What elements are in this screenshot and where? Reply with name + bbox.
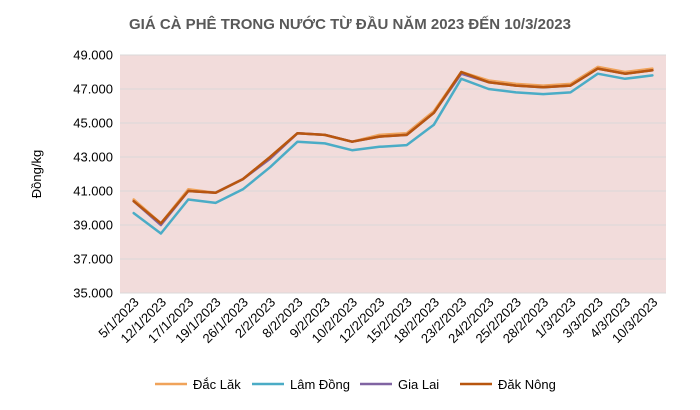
legend: Đắc Lăk Lâm Đồng Gia Lai Đăk Nông [155,377,556,392]
y-tick-label: 47.000 [73,82,113,97]
y-tick-label: 49.000 [73,48,113,63]
legend-label: Gia Lai [398,377,439,392]
legend-label: Đăk Nông [498,377,556,392]
y-tick-label: 41.000 [73,184,113,199]
y-tick-label: 35.000 [73,286,113,301]
chart-title: GIÁ CÀ PHÊ TRONG NƯỚC TỪ ĐẦU NĂM 2023 ĐẾ… [129,15,571,33]
x-axis-ticks: 5/1/202312/1/202317/1/202319/1/202326/1/… [95,295,660,347]
plot-area [120,55,666,293]
series-lines [132,65,654,235]
y-axis-ticks: 35.000 37.000 39.000 41.000 43.000 45.000 47.0… [73,48,113,301]
y-tick-label: 39.000 [73,218,113,233]
series-line [132,72,654,235]
y-tick-label: 37.000 [73,252,113,267]
legend-label: Lâm Đồng [290,377,350,392]
y-tick-label: 43.000 [73,150,113,165]
series-line [132,67,654,225]
y-axis-label: Đồng/kg [29,150,44,198]
y-tick-label: 45.000 [73,116,113,131]
legend-label: Đắc Lăk [193,377,241,392]
